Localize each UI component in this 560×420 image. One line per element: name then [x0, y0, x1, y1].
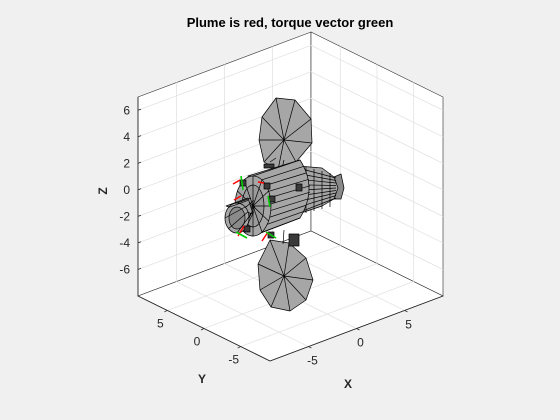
grid-line-z: [137, 71, 444, 138]
z-tick-label: -6: [119, 262, 130, 276]
nozzle-facet: [228, 211, 249, 229]
panel-spoke: [283, 99, 296, 141]
panel-spoke: [283, 139, 297, 163]
panel-spoke: [257, 263, 285, 277]
solar-panel-lower: [257, 229, 314, 312]
panel-spoke: [269, 239, 285, 277]
grid-line-z: [137, 44, 444, 111]
nozzle-facet: [248, 205, 256, 219]
z-tick-mark: [137, 214, 142, 217]
panel-spoke: [259, 275, 285, 291]
z-tick-mark: [137, 135, 142, 138]
z-ticks: -6 -4 -2 0 2 4 6: [119, 103, 142, 276]
solar-panel-upper: [258, 97, 313, 178]
torque-vectors: [235, 175, 277, 239]
y-tick-label: -5: [228, 353, 239, 367]
z-tick-mark: [137, 188, 142, 191]
z-tick-label: 4: [123, 130, 130, 144]
x-tick-mark: [356, 328, 360, 331]
face-facet: [252, 205, 269, 222]
panel-spoke: [283, 275, 307, 301]
panel-spoke: [263, 139, 285, 163]
panel-spoke: [283, 275, 291, 312]
panel-spoke: [283, 118, 312, 141]
panel-spoke: [277, 139, 285, 171]
z-tick-mark: [137, 267, 142, 270]
chart-title: Plume is red, torque vector green: [187, 15, 394, 30]
panel-spoke: [270, 275, 285, 308]
nozzle-facet: [224, 205, 248, 219]
nozzle-facet: [236, 197, 252, 204]
face-facet: [252, 190, 269, 207]
grid-line-y: [240, 281, 414, 347]
y-tick-mark: [200, 328, 205, 331]
z-tick-mark: [137, 241, 142, 244]
y-tick-label: 0: [194, 335, 201, 349]
z-tick-label: 0: [123, 183, 130, 197]
panel-spoke: [261, 116, 285, 141]
antenna-boxes: [263, 157, 303, 247]
x-tick-label: 5: [405, 317, 412, 331]
grid-line-y: [167, 245, 341, 311]
y-tick-mark: [164, 310, 168, 313]
panel-spoke: [275, 97, 285, 141]
nozzle-facet: [228, 200, 249, 208]
panel-spoke: [283, 242, 290, 277]
z-tick-label: 6: [123, 103, 130, 117]
x-tick-mark: [404, 310, 408, 313]
nozzle-facet: [245, 200, 255, 208]
panel-spoke: [283, 275, 314, 281]
body-facet: [252, 159, 301, 177]
z-tick-label: 2: [123, 156, 130, 170]
z-axis-label: Z: [96, 187, 110, 194]
face-facet: [252, 179, 263, 207]
panel-spoke: [283, 257, 307, 277]
z-tick-mark: [137, 108, 142, 111]
face-facet: [252, 205, 263, 233]
x-tick-label: -5: [307, 354, 318, 368]
z-tick-mark: [137, 161, 142, 164]
y-tick-label: 5: [157, 316, 164, 330]
z-tick-label: -4: [119, 236, 130, 250]
engine-nozzle: [224, 197, 256, 234]
nozzle-facet: [236, 213, 252, 234]
x-axis-label: X: [344, 377, 352, 391]
z-tick-label: -2: [119, 209, 130, 223]
grid-line-z: [137, 97, 444, 164]
x-tick-label: 0: [357, 336, 364, 350]
y-tick-mark: [237, 346, 241, 349]
y-axis-label: Y: [198, 372, 206, 386]
x-ticks: -5 0 5: [307, 310, 412, 368]
spacecraft-model: [224, 97, 345, 312]
grid-line-z: [137, 150, 444, 217]
panel-spoke: [283, 139, 313, 144]
y-ticks: -5 0 5: [157, 310, 241, 367]
x-tick-mark: [308, 346, 312, 349]
